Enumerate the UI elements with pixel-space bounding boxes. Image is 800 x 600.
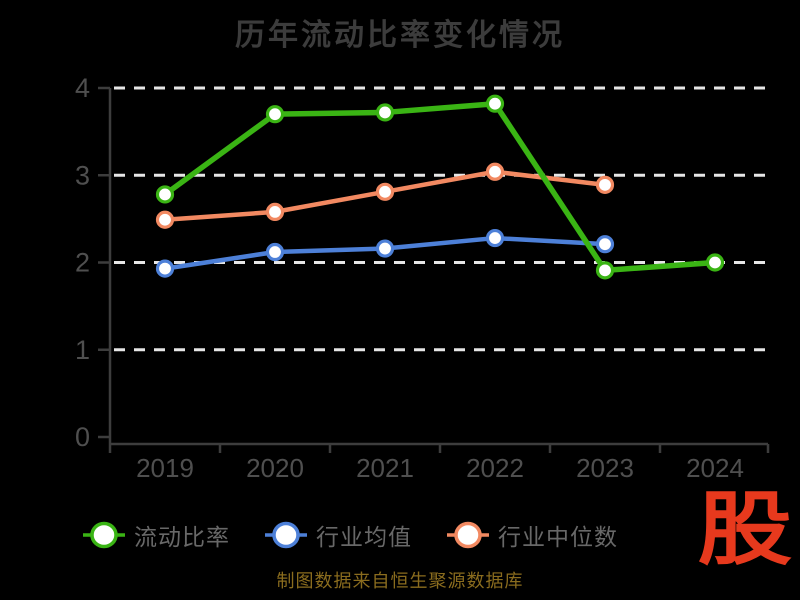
- data-point-marker: [595, 261, 615, 280]
- legend-item-industry-median: 行业中位数: [446, 518, 618, 552]
- legend-label-current-ratio: 流动比率: [134, 524, 230, 550]
- line-marker-icon: [447, 521, 489, 549]
- data-point-marker: [595, 235, 615, 254]
- data-point-marker: [155, 259, 175, 278]
- legend-label-industry-mean: 行业均值: [316, 524, 412, 550]
- data-point-marker: [485, 162, 505, 181]
- y-tick-label: 0: [75, 422, 90, 452]
- data-point-marker: [375, 103, 395, 122]
- line-marker-icon: [83, 521, 125, 549]
- line-marker-icon: [265, 521, 307, 549]
- data-point-marker: [705, 253, 725, 272]
- y-tick-label: 4: [75, 73, 90, 103]
- series-line-0: [162, 100, 718, 274]
- legend-item-current-ratio: 流动比率: [82, 518, 230, 552]
- chart-title: 历年流动比率变化情况: [235, 19, 565, 52]
- x-tick-label: 2022: [466, 453, 524, 483]
- data-point-marker: [155, 185, 175, 204]
- data-point-marker: [595, 175, 615, 194]
- legend-item-industry-mean: 行业均值: [264, 518, 412, 552]
- data-point-marker: [375, 182, 395, 201]
- x-tick-label: 2020: [246, 453, 304, 483]
- logo-gu-character: 股: [697, 485, 792, 574]
- x-tick-label: 2021: [356, 453, 414, 483]
- data-point-marker: [265, 242, 285, 262]
- data-point-marker: [485, 94, 505, 113]
- data-point-marker: [485, 228, 505, 248]
- source-note: 制图数据来自恒生聚源数据库: [276, 571, 524, 591]
- y-tick-label: 1: [75, 335, 90, 365]
- x-tick-label: 2019: [136, 453, 194, 483]
- y-tick-label: 2: [75, 248, 90, 278]
- y-tick-label: 3: [75, 160, 90, 190]
- data-point-marker: [155, 210, 175, 229]
- x-tick-label: 2024: [686, 453, 744, 483]
- x-tick-label: 2023: [576, 453, 634, 483]
- legend: 流动比率 行业均值 行业中位数: [0, 518, 700, 552]
- legend-label-industry-median: 行业中位数: [498, 524, 618, 550]
- data-point-marker: [265, 105, 285, 124]
- data-point-marker: [375, 239, 395, 258]
- data-point-marker: [265, 202, 285, 221]
